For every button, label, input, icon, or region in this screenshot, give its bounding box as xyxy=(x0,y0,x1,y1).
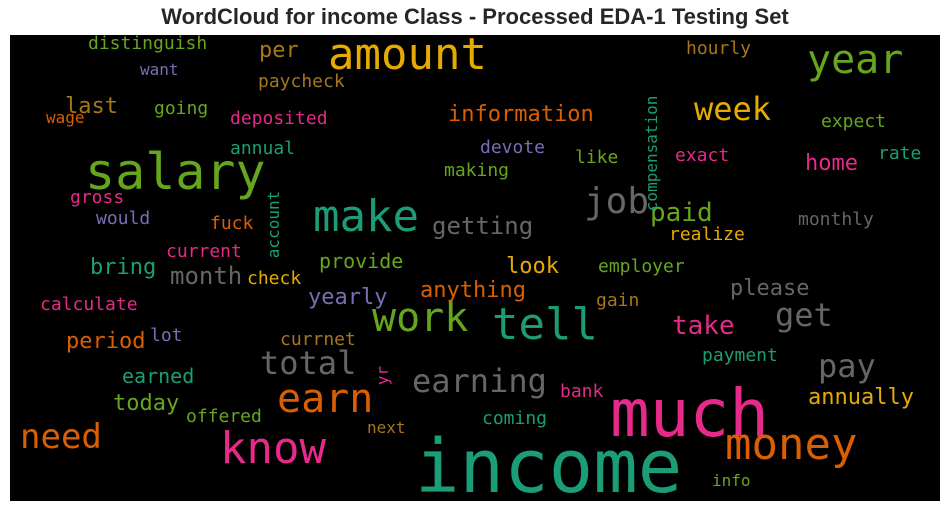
word-current: current xyxy=(166,241,242,262)
word-next: next xyxy=(367,418,406,437)
word-gain: gain xyxy=(596,290,640,311)
word-work: work xyxy=(372,295,469,341)
word-annually: annually xyxy=(808,385,914,410)
wordcloud-canvas: income much salary amount tell make know money w… xyxy=(10,35,940,501)
word-last: last xyxy=(65,94,118,119)
word-make: make xyxy=(313,191,419,242)
word-account: account xyxy=(264,190,283,259)
word-exact: exact xyxy=(675,145,730,166)
word-compensation: compensation xyxy=(642,95,661,212)
word-info: info xyxy=(712,471,751,490)
word-employer: employer xyxy=(598,256,685,277)
word-like: like xyxy=(575,147,619,168)
word-lot: lot xyxy=(150,325,183,346)
word-provide: provide xyxy=(319,249,404,273)
chart-title: WordCloud for income Class - Processed E… xyxy=(161,4,789,29)
word-yearly: yearly xyxy=(308,285,388,310)
word-need: need xyxy=(20,417,102,457)
word-wage: wage xyxy=(46,108,85,127)
word-getting: getting xyxy=(432,212,534,240)
word-get: get xyxy=(775,296,833,334)
word-bring: bring xyxy=(90,255,157,280)
word-today: today xyxy=(113,391,180,416)
word-tell: tell xyxy=(492,299,598,350)
word-monthly: monthly xyxy=(798,209,874,230)
word-deposited: deposited xyxy=(230,108,328,129)
word-fuck: fuck xyxy=(210,213,254,234)
word-please: please xyxy=(730,276,810,301)
word-home: home xyxy=(805,151,858,176)
word-making: making xyxy=(444,160,510,181)
word-check: check xyxy=(247,268,302,289)
word-want: want xyxy=(140,60,179,79)
word-paid: paid xyxy=(650,198,713,228)
word-earn: earn xyxy=(277,376,374,422)
word-bank: bank xyxy=(560,381,604,402)
word-would: would xyxy=(96,208,151,229)
word-information: information xyxy=(448,102,594,127)
word-year: year xyxy=(807,37,904,83)
word-hourly: hourly xyxy=(686,38,752,59)
word-income: income xyxy=(415,424,683,501)
word-amount: amount xyxy=(328,35,487,80)
word-total: total xyxy=(260,344,357,382)
word-period: period xyxy=(66,329,146,354)
word-gross: gross xyxy=(70,187,125,208)
word-money: money xyxy=(725,419,858,470)
word-devote: devote xyxy=(480,137,546,158)
word-going: going xyxy=(154,98,209,119)
word-distinguish: distinguish xyxy=(88,35,208,54)
word-look: look xyxy=(506,254,559,279)
word-anything: anything xyxy=(420,278,526,303)
word-yr: yr xyxy=(373,365,392,386)
word-currnet: currnet xyxy=(280,329,356,350)
word-earning: earning xyxy=(412,362,547,400)
word-rate: rate xyxy=(878,143,922,164)
word-know: know xyxy=(220,423,326,474)
word-week: week xyxy=(694,90,772,128)
word-earned: earned xyxy=(122,364,195,388)
word-month: month xyxy=(170,262,243,290)
word-take: take xyxy=(672,311,735,341)
word-payment: payment xyxy=(702,345,778,366)
word-expect: expect xyxy=(821,111,887,132)
word-salary: salary xyxy=(85,143,266,201)
word-realize: realize xyxy=(669,224,745,245)
word-calculate: calculate xyxy=(40,294,138,315)
word-offered: offered xyxy=(186,406,262,427)
word-coming: coming xyxy=(482,408,548,429)
word-job: job xyxy=(584,181,650,222)
word-annual: annual xyxy=(230,138,296,159)
word-paycheck: paycheck xyxy=(258,71,345,92)
word-much: much xyxy=(610,375,769,452)
word-per: per xyxy=(259,38,299,63)
word-pay: pay xyxy=(818,347,876,385)
